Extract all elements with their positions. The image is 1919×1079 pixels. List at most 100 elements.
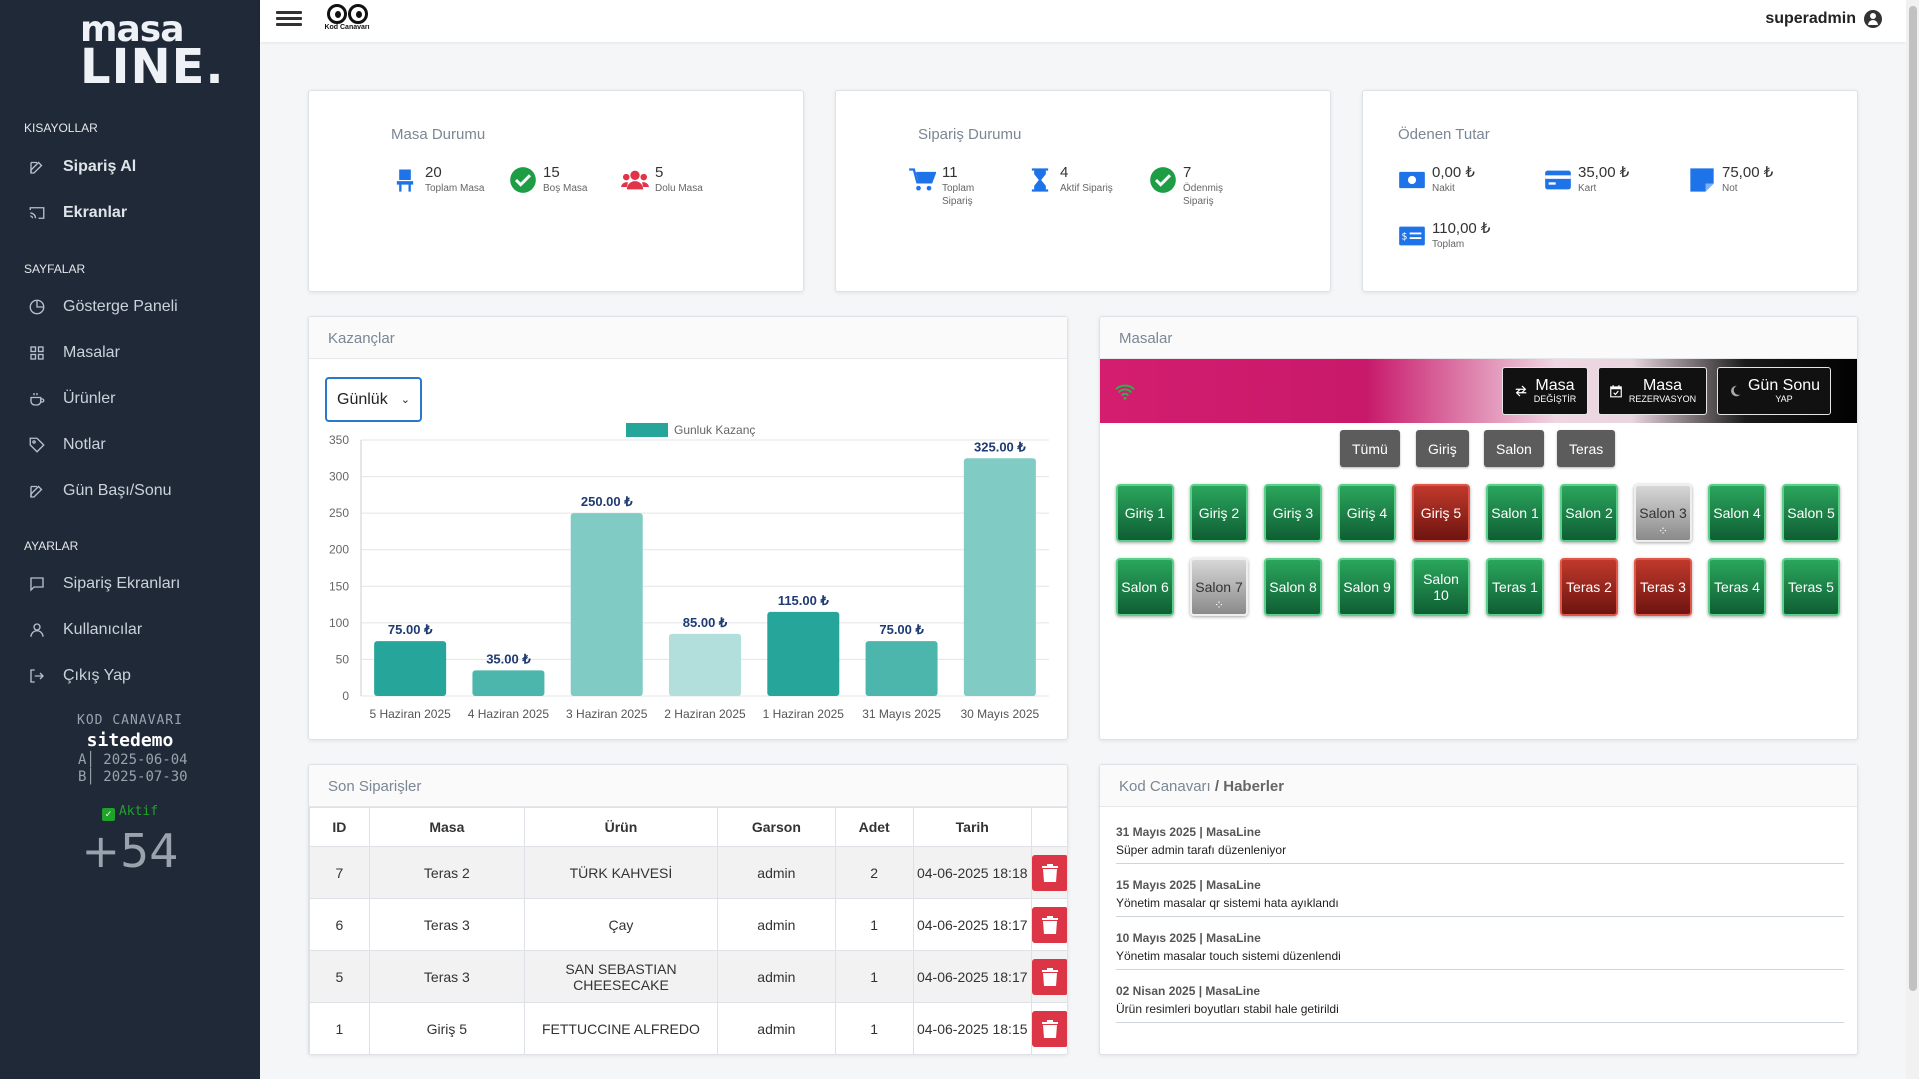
table-button[interactable]: Giriş 3 (1264, 484, 1322, 542)
table-cell: 1 (309, 1002, 370, 1054)
logo-text-bottom: LINE. (80, 38, 225, 95)
table-button[interactable]: Giriş 1 (1116, 484, 1174, 542)
stat-paid-orders: 7 Ödenmiş Sipariş (1149, 164, 1243, 208)
user-menu[interactable]: superadmin (1765, 10, 1882, 28)
bar-value-label: 75.00 ₺ (388, 622, 433, 637)
table-button[interactable]: Salon 4 (1708, 484, 1766, 542)
news-item[interactable]: 02 Nisan 2025 | MasaLine Ürün resimleri b… (1116, 984, 1844, 1023)
table-row: 6 Teras 3 Çay admin 1 04-06-2025 18:17 (309, 898, 1067, 951)
sidebar-item-gun-basi-sonu[interactable]: Gün Başı/Sonu (28, 478, 172, 504)
delete-button[interactable] (1032, 958, 1067, 995)
period-select[interactable]: Günlük ⌄ (325, 377, 422, 422)
news-date: 10 Mayıs 2025 | MasaLine (1116, 931, 1261, 945)
license-status: ✓ Aktif (0, 804, 260, 821)
calendar-check-icon (1610, 385, 1622, 398)
sidebar-item-notlar[interactable]: Notlar (28, 432, 106, 458)
stat-value: 11 (942, 164, 958, 181)
sidebar-item-masalar[interactable]: Masalar (28, 340, 120, 366)
scrollbar[interactable] (1906, 0, 1919, 1079)
section-shortcuts: KISAYOLLAR (24, 121, 98, 135)
table-button[interactable]: Salon 3 (1634, 484, 1692, 542)
table-button[interactable]: Salon 7 (1190, 558, 1248, 616)
license-start-date: 2025-06-04 (103, 752, 188, 768)
filter-teras-button[interactable]: Teras (1557, 430, 1616, 467)
table-button[interactable]: Giriş 5 (1412, 484, 1470, 542)
table-button[interactable]: Teras 4 (1708, 558, 1766, 616)
stat-label: Toplam (1432, 239, 1465, 250)
table-cell-action (1031, 898, 1067, 951)
stat-value: 4 (1060, 164, 1069, 181)
menu-toggle-icon[interactable] (276, 8, 302, 30)
bar-value-label: 75.00 ₺ (879, 622, 924, 637)
table-button[interactable]: Salon 2 (1560, 484, 1618, 542)
filter-tumu-button[interactable]: Tümü (1340, 430, 1400, 467)
topbar: Kod Canavarı superadmin (260, 0, 1906, 42)
license-a-label: A (78, 752, 87, 768)
table-row: 5 Teras 3 SAN SEBASTIAN CHEESECAKE admin 1 04… (309, 950, 1067, 1003)
card-title: Sipariş Durumu (918, 126, 1022, 143)
sidebar-item-kullanicilar[interactable]: Kullanıcılar (28, 617, 142, 643)
masa-rezervasyon-button[interactable]: Masa REZERVASYON (1598, 367, 1707, 415)
gun-sonu-button[interactable]: Gün Sonu YAP (1717, 367, 1831, 415)
table-button[interactable]: Salon 6 (1116, 558, 1174, 616)
x-tick-label: 30 Mayıs 2025 (960, 707, 1039, 721)
x-tick-label: 1 Haziran 2025 (763, 707, 845, 721)
table-button[interactable]: Giriş 2 (1190, 484, 1248, 542)
table-button[interactable]: Salon 9 (1338, 558, 1396, 616)
masa-degistir-button[interactable]: Masa DEĞİŞTİR (1502, 367, 1588, 415)
table-cell: Teras 2 (368, 846, 525, 899)
odenen-tutar-card: Ödenen Tutar 0,00 ₺ Nakit 35,00 ₺ Kart 75,… (1362, 90, 1858, 292)
table-button[interactable]: Salon 1 (1486, 484, 1544, 542)
siparis-durumu-card: Sipariş Durumu 11 Toplam Sipariş 4 Aktif S… (835, 90, 1331, 292)
chair-icon (396, 169, 414, 192)
delete-button[interactable] (1032, 854, 1067, 891)
table-button[interactable]: Salon 5 (1782, 484, 1840, 542)
table-cell-action (1031, 950, 1067, 1003)
table-cell: Giriş 5 (368, 1002, 525, 1054)
table-button[interactable]: Teras 3 (1634, 558, 1692, 616)
sidebar-item-siparis-al[interactable]: Sipariş Al (28, 154, 136, 180)
y-tick-label: 350 (329, 433, 349, 447)
news-date: 02 Nisan 2025 | MasaLine (1116, 984, 1261, 998)
sidebar-item-gosterge-paneli[interactable]: Gösterge Paneli (28, 294, 178, 320)
sidebar-item-label: Kullanıcılar (63, 621, 143, 638)
news-item[interactable]: 10 Mayıs 2025 | MasaLine Yönetim masalar … (1116, 931, 1844, 970)
sidebar-item-siparis-ekranlari[interactable]: Sipariş Ekranları (28, 571, 180, 597)
news-item[interactable]: 15 Mayıs 2025 | MasaLine Yönetim masalar … (1116, 878, 1844, 917)
bar (963, 458, 1036, 696)
license-status-label: Aktif (118, 804, 159, 819)
delete-button[interactable] (1032, 1010, 1067, 1047)
app-logo[interactable]: masa LINE. (80, 9, 225, 95)
filter-giris-button[interactable]: Giriş (1416, 430, 1469, 467)
table-button[interactable]: Teras 5 (1782, 558, 1840, 616)
sidebar-item-cikis-yap[interactable]: Çıkış Yap (28, 663, 131, 689)
stat-value: 5 (655, 164, 664, 181)
sidebar-item-urunler[interactable]: Ürünler (28, 386, 115, 412)
news-item[interactable]: 31 Mayıs 2025 | MasaLine Süper admin tara… (1116, 825, 1844, 864)
logo-text-top: masa (80, 9, 185, 50)
x-tick-label: 31 Mayıs 2025 (862, 707, 941, 721)
table-button[interactable]: Teras 2 (1560, 558, 1618, 616)
stat-label: Boş Masa (543, 183, 588, 194)
news-text: Ürün resimleri boyutları stabil hale get… (1116, 1002, 1339, 1016)
y-tick-label: 50 (336, 652, 350, 666)
table-button[interactable]: Teras 1 (1486, 558, 1544, 616)
stat-label: Toplam Masa (425, 183, 485, 194)
money-icon (1399, 171, 1425, 189)
sidebar-item-label: Çıkış Yap (63, 667, 131, 684)
stat-total-tables: 20 Toplam Masa (391, 164, 484, 195)
table-button[interactable]: Salon 10 (1412, 558, 1470, 616)
filter-salon-button[interactable]: Salon (1484, 430, 1544, 467)
table-button[interactable]: Salon 8 (1264, 558, 1322, 616)
news-text: Yönetim masalar touch sistemi düzenlendi (1116, 949, 1341, 963)
table-cell-action (1031, 1002, 1067, 1054)
delete-button[interactable] (1032, 906, 1067, 943)
sidebar-item-label: Gün Başı/Sonu (63, 482, 172, 499)
table-button[interactable]: Giriş 4 (1338, 484, 1396, 542)
brand-logo[interactable]: Kod Canavarı (322, 4, 372, 38)
column-header-garson: Garson (717, 807, 836, 847)
sidebar: masa LINE. KISAYOLLAR Sipariş Al Ekranla… (0, 0, 260, 1079)
sidebar-item-label: Ürünler (63, 390, 116, 407)
sidebar-item-ekranlar[interactable]: Ekranlar (28, 200, 127, 226)
bar (472, 670, 545, 696)
